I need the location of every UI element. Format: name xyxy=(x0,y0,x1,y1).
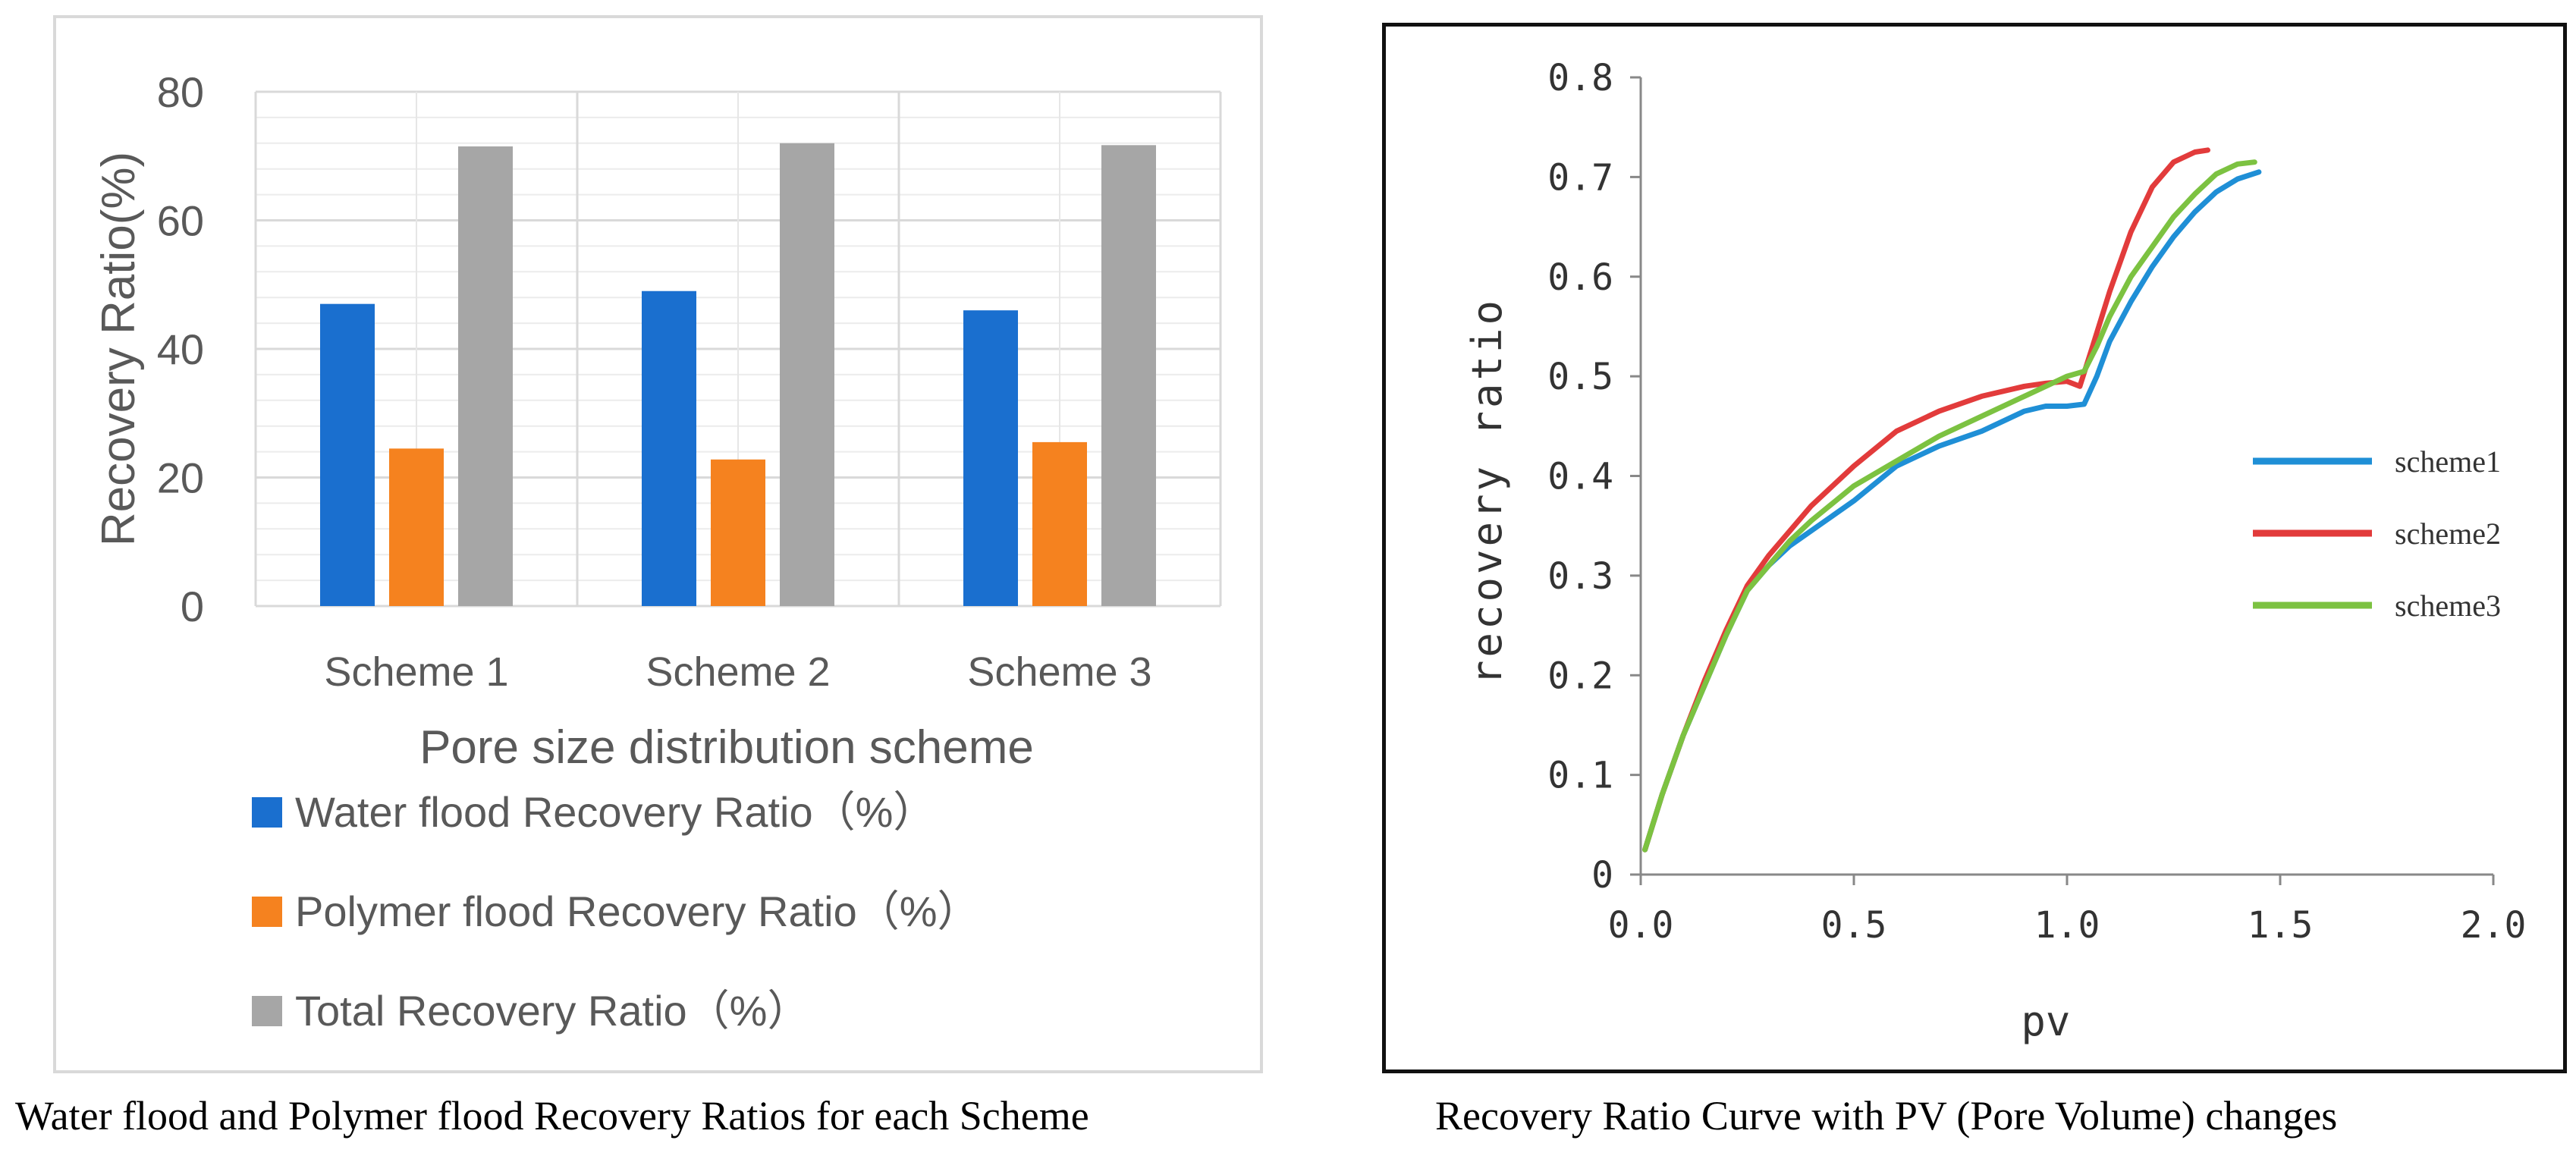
y-axis-title: recovery ratio xyxy=(1463,297,1511,685)
x-tick-label: 1.5 xyxy=(2248,904,2314,947)
legend-swatch xyxy=(252,897,282,927)
y-tick-label: 0.6 xyxy=(1547,256,1613,299)
legend-swatch xyxy=(252,996,282,1026)
series-line-scheme2 xyxy=(1642,147,2210,853)
caption-right: Recovery Ratio Curve with PV (Pore Volum… xyxy=(1435,1093,2338,1139)
series-line-scheme1 xyxy=(1642,169,2262,853)
y-tick-label: 0 xyxy=(181,583,204,630)
y-tick-label: 0.1 xyxy=(1547,755,1613,797)
x-tick-label: Scheme 3 xyxy=(967,649,1151,695)
bar-total-2 xyxy=(780,143,834,607)
legend-label: scheme3 xyxy=(2395,589,2501,623)
bar-water-2 xyxy=(642,291,696,606)
y-tick-label: 0.2 xyxy=(1547,655,1613,697)
y-axis-title: Recovery Ratio(%) xyxy=(93,152,145,546)
bar-polymer-1 xyxy=(389,448,444,606)
bar-chart-panel: Scheme 1 Scheme 2 Scheme 3 0 20 40 60 80 Recover… xyxy=(53,15,1263,1073)
x-tick-label: 0.0 xyxy=(1608,904,1674,947)
x-tick-label: 0.5 xyxy=(1821,904,1887,947)
x-axis-title: Pore size distribution scheme xyxy=(419,721,1034,774)
bar-total-3 xyxy=(1101,145,1156,606)
legend-swatch xyxy=(252,797,282,828)
series-line-scheme3 xyxy=(1642,159,2257,853)
y-tick-label: 0.4 xyxy=(1547,456,1613,498)
y-tick-label: 0.5 xyxy=(1547,356,1613,398)
y-tick-label: 0 xyxy=(1591,854,1613,897)
legend-label: scheme2 xyxy=(2395,517,2501,551)
y-tick-label: 40 xyxy=(157,325,204,373)
x-tick-label: Scheme 1 xyxy=(324,649,508,695)
caption-left: Water flood and Polymer flood Recovery R… xyxy=(15,1093,1089,1139)
y-tick-label: 0.3 xyxy=(1547,555,1613,598)
x-axis-title: pv xyxy=(2021,997,2070,1045)
x-tick-label: Scheme 2 xyxy=(646,649,830,695)
bar-water-1 xyxy=(320,303,375,606)
bar-plot-area: Scheme 1 Scheme 2 Scheme 3 0 20 40 60 80Recover… xyxy=(93,68,1222,774)
line-chart-panel: 0 0.1 0.2 0.3 0.4 0.5 0.6 0.7 0.8 0.0 0.5 1.0 1.5 2.0… xyxy=(1382,23,2567,1073)
bar-chart: Scheme 1 Scheme 2 Scheme 3 0 20 40 60 80Recover… xyxy=(93,68,1222,1035)
bar-legend: Water flood Recovery Ratio（%） Polymer flo… xyxy=(252,788,980,1035)
legend-label: Water flood Recovery Ratio（%） xyxy=(295,788,935,836)
line-legend: scheme1 scheme2 scheme3 xyxy=(2253,444,2501,623)
y-tick-label: 0.8 xyxy=(1547,57,1613,99)
x-tick-label: 2.0 xyxy=(2461,904,2527,947)
bar-polymer-2 xyxy=(711,459,765,606)
bar-total-1 xyxy=(458,146,513,607)
bar-polymer-3 xyxy=(1032,441,1087,606)
legend-label: Polymer flood Recovery Ratio（%） xyxy=(295,887,980,935)
legend-label: scheme1 xyxy=(2395,444,2501,479)
y-tick-label: 20 xyxy=(157,454,204,502)
y-tick-label: 60 xyxy=(157,197,204,245)
line-chart: 0 0.1 0.2 0.3 0.4 0.5 0.6 0.7 0.8 0.0 0.5 1.0 1.5 2.0… xyxy=(1463,57,2526,1045)
y-tick-label: 80 xyxy=(157,68,204,116)
legend-label: Total Recovery Ratio（%） xyxy=(295,987,809,1035)
line-plot-area: 0 0.1 0.2 0.3 0.4 0.5 0.6 0.7 0.8 0.0 0.5 1.0 1.5 2.0… xyxy=(1463,57,2526,1045)
bar-water-3 xyxy=(963,310,1018,606)
y-tick-label: 0.7 xyxy=(1547,156,1613,199)
x-tick-label: 1.0 xyxy=(2034,904,2100,947)
